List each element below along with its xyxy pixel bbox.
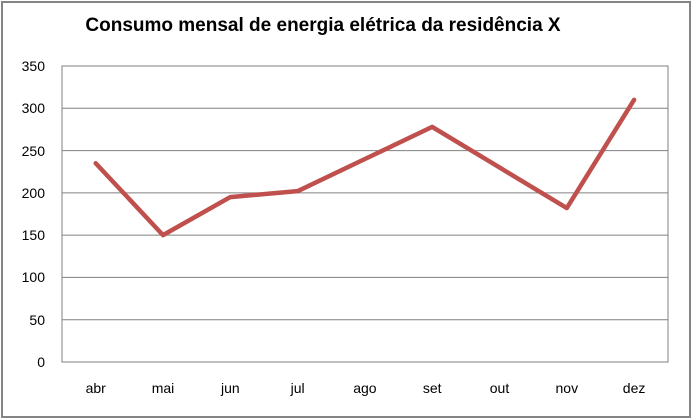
x-axis-label-mai: mai	[151, 380, 175, 396]
x-axis-label-dez: dez	[622, 380, 646, 396]
y-axis-label-250: 250	[21, 142, 45, 159]
x-axis-label-ago: ago	[353, 380, 377, 396]
x-axis-label-nov: nov	[555, 380, 579, 396]
y-axis-label-100: 100	[21, 269, 45, 286]
y-axis-label-50: 50	[29, 311, 45, 328]
y-axis-label-300: 300	[21, 100, 45, 117]
x-axis-label-jun: jun	[220, 380, 240, 396]
x-axis-label-out: out	[489, 380, 510, 396]
y-axis-label-200: 200	[21, 184, 45, 201]
consumption-line	[93, 97, 637, 238]
plot-area-border	[61, 65, 669, 363]
x-axis-label-abr: abr	[85, 380, 106, 396]
x-axis-label-set: set	[422, 380, 442, 396]
y-axis-label-150: 150	[21, 227, 45, 244]
chart-title: Consumo mensal de energia elétrica da re…	[85, 15, 561, 36]
x-axis-label-jul: jul	[290, 380, 305, 396]
y-axis-label-0: 0	[37, 354, 45, 370]
y-axis-label-350: 350	[21, 58, 45, 74]
